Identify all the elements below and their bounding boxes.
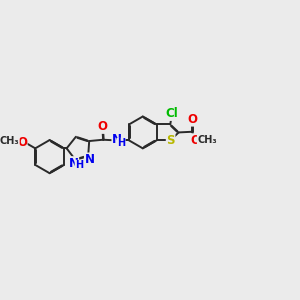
Text: Cl: Cl [165, 107, 178, 120]
Text: H: H [75, 160, 83, 170]
Text: N: N [112, 133, 122, 146]
Text: CH₃: CH₃ [197, 135, 217, 146]
Text: H: H [117, 138, 125, 148]
Text: O: O [17, 136, 27, 148]
Text: N: N [69, 157, 79, 170]
Text: N: N [85, 153, 94, 166]
Text: O: O [98, 120, 107, 133]
Text: O: O [190, 134, 201, 147]
Text: O: O [187, 113, 197, 126]
Text: CH₃: CH₃ [0, 136, 19, 146]
Text: S: S [167, 134, 175, 147]
